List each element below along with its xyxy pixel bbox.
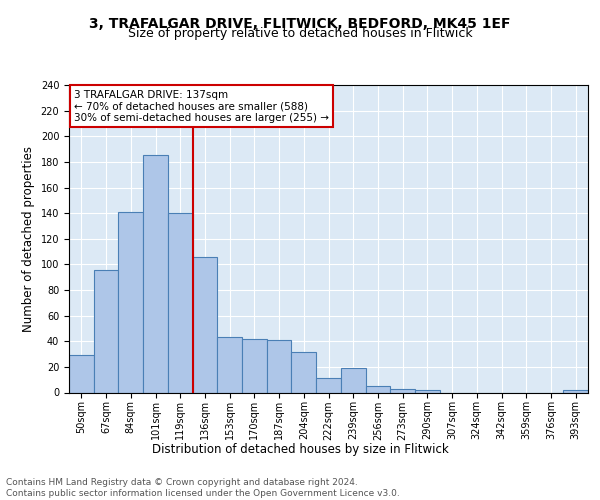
Bar [69, 356, 94, 393]
Bar [563, 390, 588, 392]
Bar [242, 338, 267, 392]
Text: 3 TRAFALGAR DRIVE: 137sqm
← 70% of detached houses are smaller (588)
30% of semi: 3 TRAFALGAR DRIVE: 137sqm ← 70% of detac… [74, 90, 329, 123]
Text: Contains HM Land Registry data © Crown copyright and database right 2024.
Contai: Contains HM Land Registry data © Crown c… [6, 478, 400, 498]
Bar [217, 338, 242, 392]
Bar [292, 352, 316, 393]
Bar [365, 386, 390, 392]
Text: Distribution of detached houses by size in Flitwick: Distribution of detached houses by size … [152, 442, 448, 456]
Bar [267, 340, 292, 392]
Bar [415, 390, 440, 392]
Bar [118, 212, 143, 392]
Bar [143, 156, 168, 392]
Bar [316, 378, 341, 392]
Bar [341, 368, 365, 392]
Y-axis label: Number of detached properties: Number of detached properties [22, 146, 35, 332]
Bar [390, 388, 415, 392]
Text: Size of property relative to detached houses in Flitwick: Size of property relative to detached ho… [128, 28, 472, 40]
Bar [168, 213, 193, 392]
Bar [94, 270, 118, 392]
Text: 3, TRAFALGAR DRIVE, FLITWICK, BEDFORD, MK45 1EF: 3, TRAFALGAR DRIVE, FLITWICK, BEDFORD, M… [89, 18, 511, 32]
Bar [193, 256, 217, 392]
